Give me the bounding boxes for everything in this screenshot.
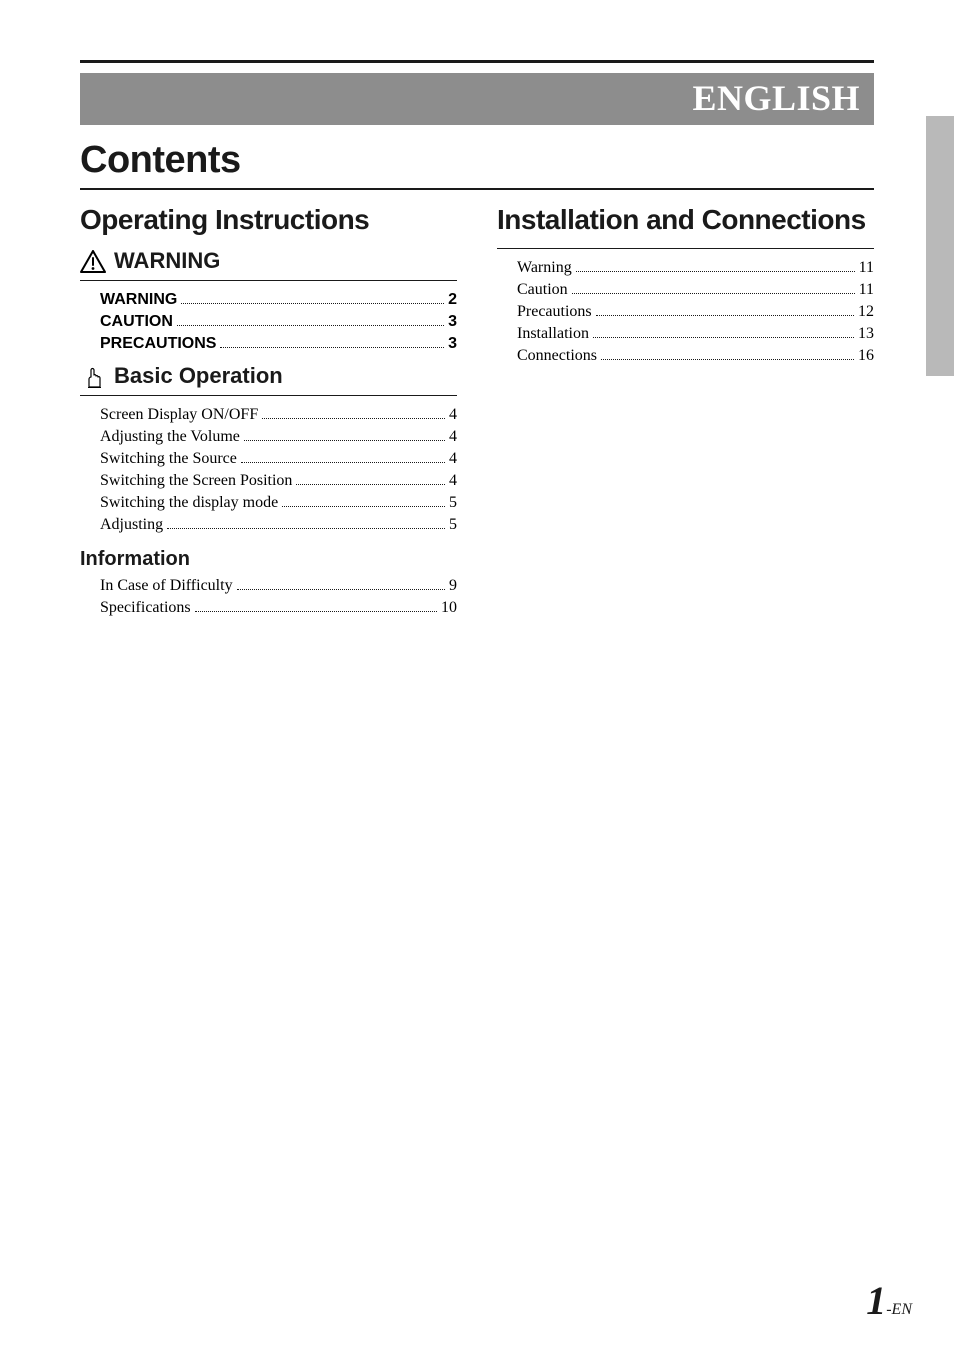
toc-label: Screen Display ON/OFF [100,406,258,424]
toc-label: Installation [517,325,589,343]
section-rule [80,280,457,281]
toc-page: 4 [449,428,457,446]
toc-leader [181,303,444,304]
toc-page: 11 [859,259,874,277]
toc-row: Caution 11 [517,281,874,299]
information-section-head: Information [80,548,457,571]
installation-connections-title: Installation and Connections [497,204,874,236]
toc-row: Specifications 10 [100,599,457,617]
toc-label: Switching the display mode [100,494,278,512]
toc-row: Screen Display ON/OFF 4 [100,406,457,424]
toc-page: 5 [449,516,457,534]
page-number-digit: 1 [866,1278,886,1323]
side-tab [926,116,954,376]
toc-label: WARNING [100,291,177,309]
toc-leader [244,440,445,441]
top-rule [80,60,874,63]
toc-page: 5 [449,494,457,512]
toc-leader [576,271,855,272]
toc-label: Precautions [517,303,592,321]
basic-operation-section-head: Basic Operation [80,363,457,389]
left-column: Operating Instructions WARNING WARNING 2 [80,200,457,621]
toc-leader [177,325,444,326]
toc-leader [167,528,445,529]
toc-row: Switching the Screen Position 4 [100,472,457,490]
right-column: Installation and Connections Warning 11 … [497,200,874,621]
toc-leader [596,315,854,316]
operating-instructions-title: Operating Instructions [80,204,457,236]
toc-leader [237,589,445,590]
toc-label: Switching the Screen Position [100,472,292,490]
toc-label: Warning [517,259,572,277]
toc-leader [220,347,444,348]
toc-leader [296,484,445,485]
toc-page: 4 [449,450,457,468]
toc-label: Adjusting [100,516,163,534]
page-title: Contents [80,139,874,182]
toc-row: Precautions 12 [517,303,874,321]
toc-leader [195,611,437,612]
information-list: In Case of Difficulty 9 Specifications 1… [100,577,457,617]
toc-label: In Case of Difficulty [100,577,233,595]
section-rule [80,395,457,396]
toc-leader [601,359,854,360]
page-number-suffix: -EN [886,1301,912,1318]
toc-label: PRECAUTIONS [100,335,216,353]
toc-label: Adjusting the Volume [100,428,240,446]
columns: Operating Instructions WARNING WARNING 2 [80,200,874,621]
toc-row: WARNING 2 [100,291,457,309]
toc-label: Connections [517,347,597,365]
toc-row: In Case of Difficulty 9 [100,577,457,595]
warning-section-label: WARNING [114,248,220,274]
language-banner: ENGLISH [80,73,874,125]
warning-icon [80,250,106,273]
section-rule [497,248,874,249]
page-number: 1-EN [866,1277,912,1324]
toc-label: Caution [517,281,568,299]
toc-row: Adjusting the Volume 4 [100,428,457,446]
title-rule [80,188,874,190]
toc-page: 11 [859,281,874,299]
toc-leader [572,293,855,294]
toc-label: Specifications [100,599,191,617]
toc-page: 10 [441,599,457,617]
toc-row: Connections 16 [517,347,874,365]
toc-row: Switching the display mode 5 [100,494,457,512]
toc-row: Warning 11 [517,259,874,277]
page-content: ENGLISH Contents Operating Instructions … [0,0,954,621]
toc-page: 13 [858,325,874,343]
toc-page: 2 [448,291,457,309]
warning-list: WARNING 2 CAUTION 3 PRECAUTIONS 3 [100,291,457,353]
toc-row: Adjusting 5 [100,516,457,534]
toc-page: 3 [448,313,457,331]
hand-icon [80,363,106,389]
basic-operation-list: Screen Display ON/OFF 4 Adjusting the Vo… [100,406,457,534]
toc-row: PRECAUTIONS 3 [100,335,457,353]
toc-leader [593,337,854,338]
toc-label: CAUTION [100,313,173,331]
warning-section-head: WARNING [80,248,457,274]
toc-leader [241,462,445,463]
toc-row: Switching the Source 4 [100,450,457,468]
toc-page: 4 [449,472,457,490]
toc-page: 16 [858,347,874,365]
toc-page: 9 [449,577,457,595]
installation-list: Warning 11 Caution 11 Precautions 12 Ins… [517,259,874,365]
toc-page: 12 [858,303,874,321]
toc-leader [262,418,445,419]
toc-label: Switching the Source [100,450,237,468]
toc-page: 3 [448,335,457,353]
toc-leader [282,506,445,507]
basic-operation-label: Basic Operation [114,363,283,389]
toc-row: CAUTION 3 [100,313,457,331]
toc-page: 4 [449,406,457,424]
toc-row: Installation 13 [517,325,874,343]
